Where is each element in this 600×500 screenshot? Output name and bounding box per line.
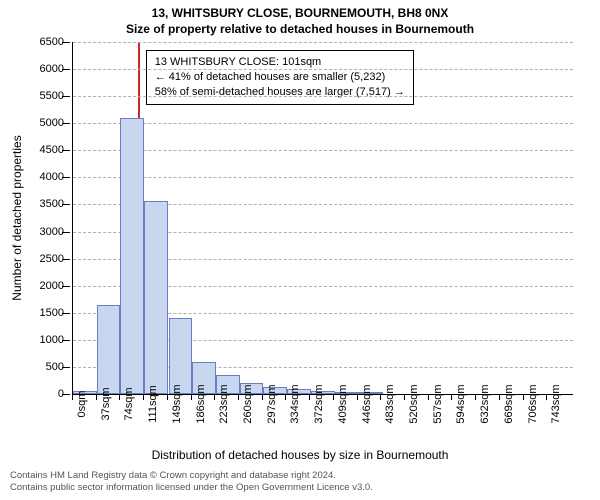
y-tick-label: 1000 — [40, 334, 64, 346]
x-tick — [451, 394, 452, 400]
x-tick — [309, 394, 310, 400]
x-tick-label: 409sqm — [337, 384, 349, 423]
y-tick-label: 5500 — [40, 90, 64, 102]
x-tick — [238, 394, 239, 400]
x-tick-label: 111sqm — [147, 385, 159, 423]
x-tick-label: 446sqm — [361, 384, 373, 423]
x-tick-label: 743sqm — [550, 384, 562, 423]
y-axis-title: Number of detached properties — [10, 135, 24, 300]
info-line-2: ← 41% of detached houses are smaller (5,… — [155, 70, 405, 85]
x-tick-label: 706sqm — [527, 384, 539, 423]
y-tick-label: 6000 — [40, 63, 64, 75]
y-tick-label: 500 — [46, 361, 64, 373]
x-tick — [380, 394, 381, 400]
chart-plot-area: 13 WHITSBURY CLOSE: 101sqm ← 41% of deta… — [72, 42, 573, 395]
y-tick-label: 3500 — [40, 198, 64, 210]
x-tick-label: 372sqm — [313, 384, 325, 423]
x-tick — [546, 394, 547, 400]
x-tick — [119, 394, 120, 400]
histogram-bar — [120, 118, 144, 394]
x-tick — [262, 394, 263, 400]
x-tick — [96, 394, 97, 400]
gridline — [73, 69, 573, 70]
histogram-bar — [144, 201, 168, 394]
x-tick-label: 297sqm — [266, 384, 278, 423]
x-tick — [214, 394, 215, 400]
x-tick — [404, 394, 405, 400]
y-tick-label: 2500 — [40, 253, 64, 265]
y-tick-label: 0 — [58, 388, 64, 400]
y-tick-label: 4500 — [40, 144, 64, 156]
x-tick-label: 632sqm — [479, 384, 491, 423]
info-line-1: 13 WHITSBURY CLOSE: 101sqm — [155, 55, 405, 70]
gridline — [73, 42, 573, 43]
x-tick-label: 37sqm — [100, 387, 112, 420]
x-tick — [333, 394, 334, 400]
gridline — [73, 96, 573, 97]
x-tick — [523, 394, 524, 400]
x-tick — [72, 394, 73, 400]
footer-attribution: Contains HM Land Registry data © Crown c… — [10, 470, 373, 494]
x-tick-label: 483sqm — [384, 384, 396, 423]
x-tick-label: 260sqm — [242, 384, 254, 423]
histogram-bar — [97, 305, 121, 394]
x-tick-label: 520sqm — [408, 384, 420, 423]
x-tick-label: 669sqm — [503, 384, 515, 423]
page-title-line2: Size of property relative to detached ho… — [0, 22, 600, 36]
x-tick-label: 334sqm — [289, 384, 301, 423]
y-tick-label: 3000 — [40, 226, 64, 238]
y-tick-label: 2000 — [40, 280, 64, 292]
x-tick-label: 0sqm — [76, 391, 88, 418]
x-tick-label: 557sqm — [432, 384, 444, 423]
info-line-3: 58% of semi-detached houses are larger (… — [155, 85, 405, 100]
histogram-bar — [169, 318, 193, 394]
x-tick-label: 186sqm — [195, 384, 207, 423]
y-tick-label: 6500 — [40, 36, 64, 48]
x-tick — [475, 394, 476, 400]
y-tick-label: 5000 — [40, 117, 64, 129]
x-tick — [143, 394, 144, 400]
y-tick-label: 4000 — [40, 171, 64, 183]
x-tick — [285, 394, 286, 400]
page-title-line1: 13, WHITSBURY CLOSE, BOURNEMOUTH, BH8 0N… — [0, 6, 600, 20]
x-tick — [191, 394, 192, 400]
x-tick-label: 74sqm — [123, 387, 135, 420]
x-tick-label: 223sqm — [218, 384, 230, 423]
footer-line-2: Contains public sector information licen… — [10, 482, 373, 494]
gridline — [73, 150, 573, 151]
x-tick-label: 149sqm — [171, 384, 183, 423]
x-tick — [499, 394, 500, 400]
footer-line-1: Contains HM Land Registry data © Crown c… — [10, 470, 373, 482]
x-axis-title: Distribution of detached houses by size … — [0, 448, 600, 462]
x-tick — [428, 394, 429, 400]
x-tick-label: 594sqm — [455, 384, 467, 423]
x-tick — [357, 394, 358, 400]
x-tick — [167, 394, 168, 400]
gridline — [73, 177, 573, 178]
y-tick-label: 1500 — [40, 307, 64, 319]
gridline — [73, 123, 573, 124]
